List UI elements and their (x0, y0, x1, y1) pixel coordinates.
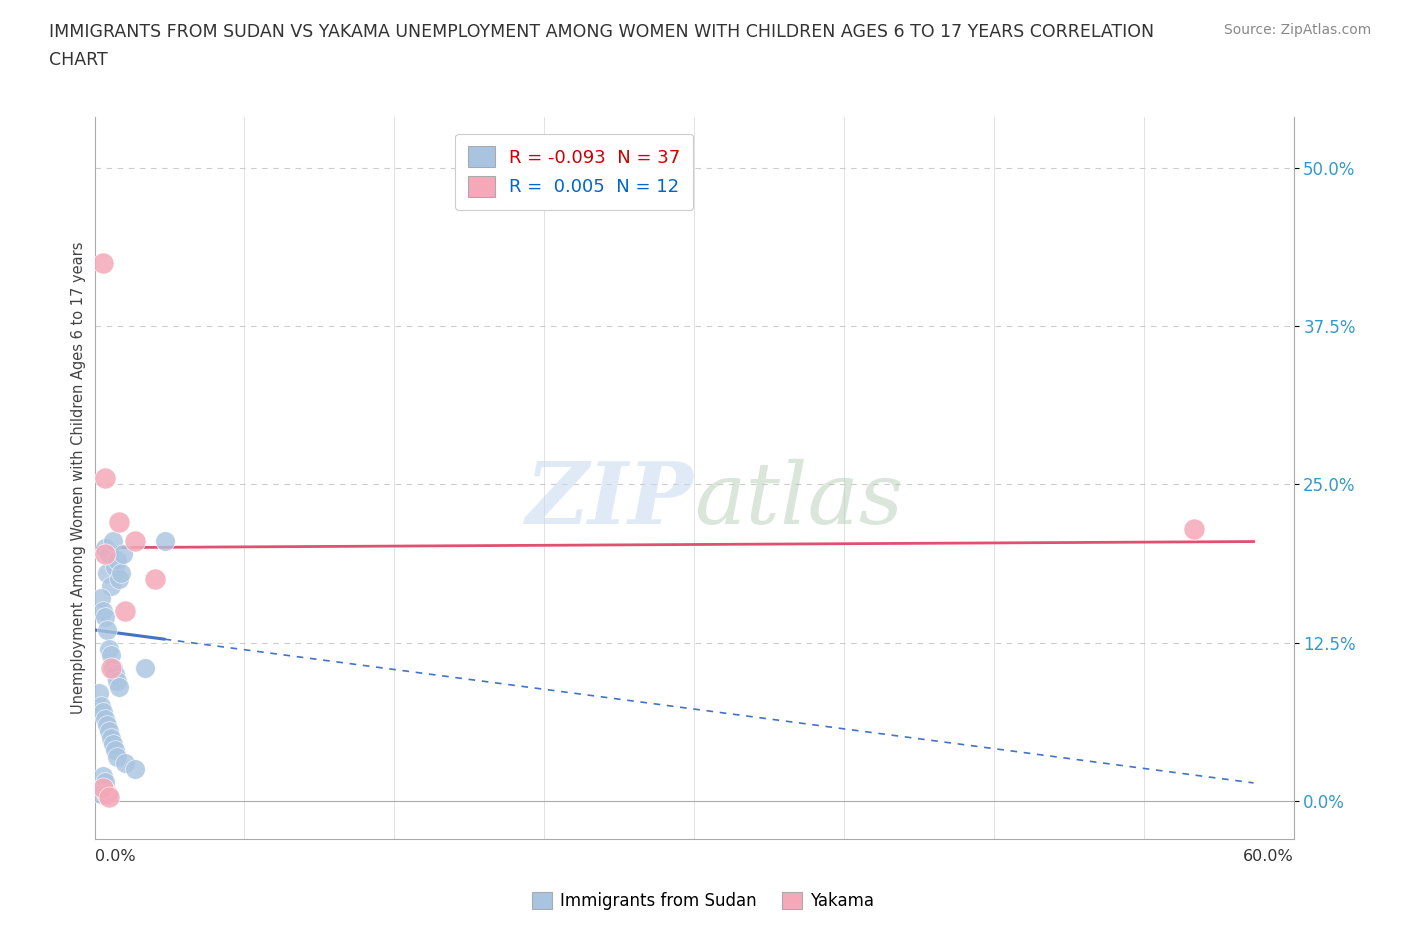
Point (96, 565, 118, 580)
Point (107, 680, 129, 695)
Point (143, 572, 166, 587)
Point (100, 730, 122, 745)
Legend: R = -0.093  N = 37, R =  0.005  N = 12: R = -0.093 N = 37, R = 0.005 N = 12 (456, 134, 693, 209)
Text: Source: ZipAtlas.com: Source: ZipAtlas.com (1223, 23, 1371, 37)
Point (93, 775, 115, 790)
Point (101, 534, 124, 549)
Point (93, 610, 115, 625)
Point (96, 622, 118, 637)
Point (105, 553, 128, 568)
Point (90, 591, 112, 605)
Point (90, 787, 112, 802)
Text: atlas: atlas (695, 458, 903, 541)
Point (100, 660, 122, 675)
Point (97, 790, 120, 804)
Point (91, 604, 114, 618)
Text: ZIP: ZIP (526, 458, 695, 541)
Point (90, 698, 112, 713)
Point (114, 604, 136, 618)
Point (101, 737, 124, 751)
Point (124, 762, 146, 777)
Text: 0.0%: 0.0% (94, 849, 135, 864)
Point (100, 578, 122, 593)
Point (103, 743, 125, 758)
Point (114, 755, 136, 770)
Point (93, 471, 115, 485)
Point (1182, 521, 1205, 536)
Point (153, 534, 176, 549)
Point (100, 648, 122, 663)
Point (91, 256, 114, 271)
Point (87, 685, 110, 700)
Point (101, 660, 124, 675)
Point (124, 534, 146, 549)
Point (97, 547, 120, 562)
Point (91, 705, 114, 720)
Point (103, 559, 125, 574)
Text: 60.0%: 60.0% (1243, 849, 1294, 864)
Point (96, 717, 118, 732)
Point (93, 547, 115, 562)
Point (97, 724, 120, 738)
Legend: Immigrants from Sudan, Yakama: Immigrants from Sudan, Yakama (526, 885, 880, 917)
Point (93, 540, 115, 555)
Point (91, 780, 114, 795)
Point (105, 749, 128, 764)
Text: CHART: CHART (49, 51, 108, 69)
Point (105, 673, 128, 688)
Point (107, 572, 129, 587)
Point (96, 787, 118, 802)
Point (107, 515, 129, 530)
Point (134, 660, 156, 675)
Point (93, 711, 115, 726)
Point (110, 565, 132, 580)
Point (97, 642, 120, 657)
Point (91, 768, 114, 783)
Point (103, 667, 125, 682)
Y-axis label: Unemployment Among Women with Children Ages 6 to 17 years: Unemployment Among Women with Children A… (72, 242, 86, 714)
Point (111, 547, 134, 562)
Text: IMMIGRANTS FROM SUDAN VS YAKAMA UNEMPLOYMENT AMONG WOMEN WITH CHILDREN AGES 6 TO: IMMIGRANTS FROM SUDAN VS YAKAMA UNEMPLOY… (49, 23, 1154, 41)
